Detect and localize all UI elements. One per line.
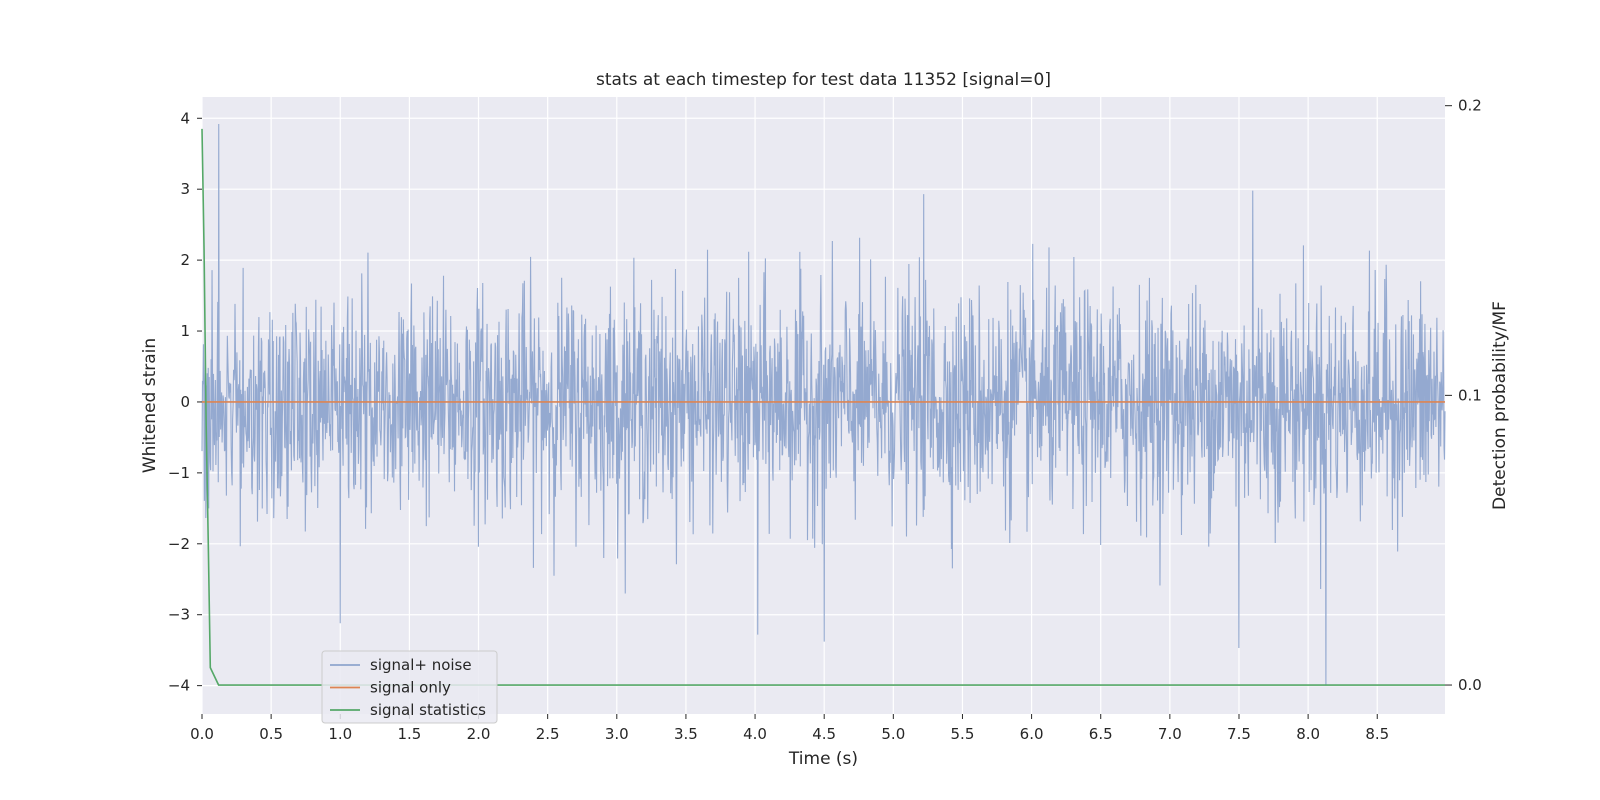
- series-lines: [201, 128, 1445, 686]
- x-tick-label: 2.5: [536, 725, 560, 743]
- x-tick-label: 4.0: [743, 725, 767, 743]
- y2-axis: 0.2 0.1 0.0: [1445, 97, 1482, 694]
- series-signal-noise: [201, 123, 1446, 686]
- legend: signal+ noise signal only signal statistic…: [321, 650, 498, 724]
- y-tick-label: −2: [168, 535, 190, 553]
- legend-label: signal+ noise: [370, 656, 472, 674]
- x-tick-label: 7.5: [1227, 725, 1251, 743]
- y-tick-label: −4: [168, 677, 190, 695]
- legend-box: [321, 650, 498, 724]
- y-tick-label: 0: [180, 393, 190, 411]
- x-tick-label: 8.0: [1296, 725, 1320, 743]
- y-tick-label: 4: [180, 109, 190, 127]
- y2-tick-label: 0.0: [1458, 676, 1482, 694]
- x-axis: 0.0 0.5 1.0 1.5 2.0 2.5 3.0 3.5 4.0 4.5 5.0 5.5 6.0 6…: [190, 714, 1389, 743]
- y2-axis-title: Detection probability/MF: [1490, 301, 1510, 510]
- y-tick-label: 2: [180, 251, 190, 269]
- legend-label: signal statistics: [370, 701, 486, 719]
- x-tick-label: 7.0: [1158, 725, 1182, 743]
- x-tick-label: 1.0: [328, 725, 352, 743]
- x-tick-label: 8.5: [1365, 725, 1389, 743]
- x-tick-label: 2.0: [467, 725, 491, 743]
- x-tick-label: 1.5: [397, 725, 421, 743]
- y-tick-label: 3: [180, 180, 190, 198]
- x-tick-label: 6.5: [1089, 725, 1113, 743]
- x-axis-title: Time (s): [788, 749, 858, 769]
- y-axis: 4 3 2 1 0 −1 −2 −3 −4: [168, 109, 202, 695]
- x-tick-label: 0.5: [259, 725, 283, 743]
- legend-label: signal only: [370, 679, 451, 697]
- x-tick-label: 5.0: [881, 725, 905, 743]
- y-tick-label: −3: [168, 606, 190, 624]
- x-tick-label: 5.5: [951, 725, 975, 743]
- x-tick-label: 6.0: [1020, 725, 1044, 743]
- x-tick-label: 3.5: [674, 725, 698, 743]
- y2-tick-label: 0.2: [1458, 97, 1482, 115]
- noise-series: [201, 123, 1446, 686]
- x-tick-label: 0.0: [190, 725, 214, 743]
- y-axis-title: Whitened strain: [140, 338, 160, 473]
- x-tick-label: 3.0: [605, 725, 629, 743]
- y-tick-label: −1: [168, 464, 190, 482]
- chart-title: stats at each timestep for test data 113…: [596, 70, 1051, 90]
- y2-tick-label: 0.1: [1458, 386, 1482, 404]
- series-signal-statistics: [201, 128, 1445, 686]
- y-tick-label: 1: [180, 322, 190, 340]
- x-tick-label: 4.5: [812, 725, 836, 743]
